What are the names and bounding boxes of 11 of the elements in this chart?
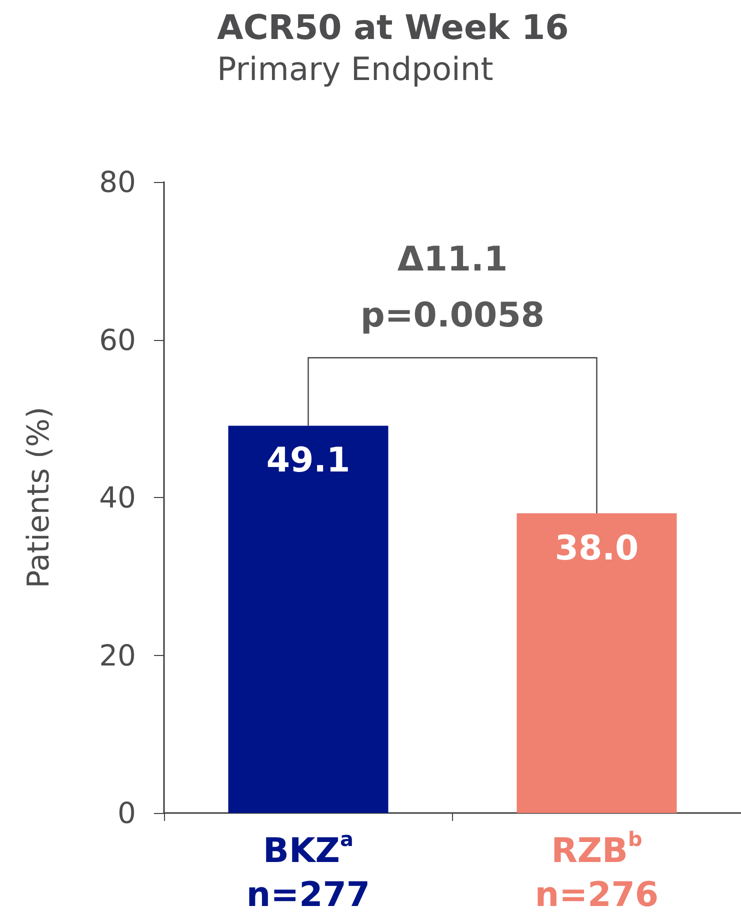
data-label: 38.0 xyxy=(554,528,639,568)
annotation: Δ11.1 p=0.0058 xyxy=(360,240,545,336)
y-tick-label: 0 xyxy=(118,796,136,830)
y-axis-title: Patients (%) xyxy=(22,406,56,588)
y-tick-label: 60 xyxy=(99,322,136,357)
chart-subtitle: Primary Endpoint xyxy=(217,50,494,88)
data-label: 49.1 xyxy=(266,440,350,481)
y-tick-label: 20 xyxy=(99,638,136,672)
y-tick-label: 80 xyxy=(99,165,136,199)
chart-title: ACR50 at Week 16 xyxy=(217,8,569,48)
y-tick-label: 40 xyxy=(99,480,136,514)
